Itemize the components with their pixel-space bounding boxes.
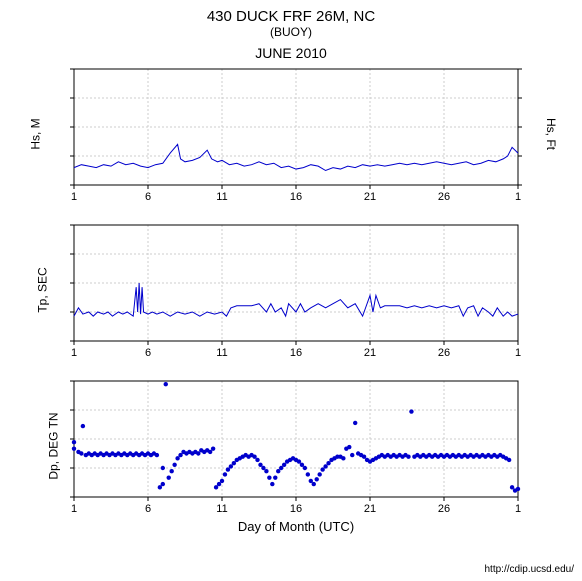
chart-dp-svg: 09018027036016111621261: [70, 377, 522, 515]
chart-dp: Dp, DEG TN 09018027036016111621261: [70, 377, 522, 515]
svg-text:21: 21: [364, 191, 376, 203]
svg-text:1: 1: [71, 191, 77, 203]
xlabel: Day of Month (UTC): [70, 519, 522, 534]
svg-text:26: 26: [438, 347, 450, 359]
svg-text:6: 6: [145, 503, 151, 515]
ylabel-tp-left: Tp, SEC: [36, 267, 50, 312]
chart-tp-svg: 0714212816111621261: [70, 221, 522, 359]
attribution: http://cdip.ucsd.edu/: [484, 564, 574, 575]
svg-text:21: 21: [364, 503, 376, 515]
chart-tp: Tp, SEC 0714212816111621261: [70, 221, 522, 359]
svg-text:1: 1: [515, 347, 521, 359]
svg-text:6: 6: [145, 191, 151, 203]
chart-hs: Hs, M Hs, Ft 0123403.36.69.8131611162126…: [70, 65, 522, 203]
svg-text:16: 16: [290, 191, 302, 203]
svg-text:6: 6: [145, 347, 151, 359]
charts-stack: Hs, M Hs, Ft 0123403.36.69.8131611162126…: [0, 65, 582, 534]
ylabel-dp-left: Dp, DEG TN: [47, 412, 61, 479]
svg-text:21: 21: [364, 347, 376, 359]
svg-text:26: 26: [438, 503, 450, 515]
svg-text:11: 11: [216, 503, 227, 515]
svg-text:11: 11: [216, 191, 227, 203]
chart-hs-svg: 0123403.36.69.81316111621261: [70, 65, 522, 203]
title-sub: (BUOY): [0, 25, 582, 39]
svg-text:1: 1: [515, 503, 521, 515]
title-month: JUNE 2010: [0, 45, 582, 61]
figure-container: 430 DUCK FRF 26M, NC (BUOY) JUNE 2010 Hs…: [0, 0, 582, 581]
svg-text:1: 1: [515, 191, 521, 203]
svg-text:26: 26: [438, 191, 450, 203]
svg-text:1: 1: [71, 503, 77, 515]
svg-text:16: 16: [290, 503, 302, 515]
title-main: 430 DUCK FRF 26M, NC: [0, 0, 582, 25]
svg-text:16: 16: [290, 347, 302, 359]
svg-text:1: 1: [71, 347, 77, 359]
svg-text:11: 11: [216, 347, 227, 359]
ylabel-hs-left: Hs, M: [29, 118, 43, 149]
ylabel-hs-right: Hs, Ft: [544, 118, 558, 150]
